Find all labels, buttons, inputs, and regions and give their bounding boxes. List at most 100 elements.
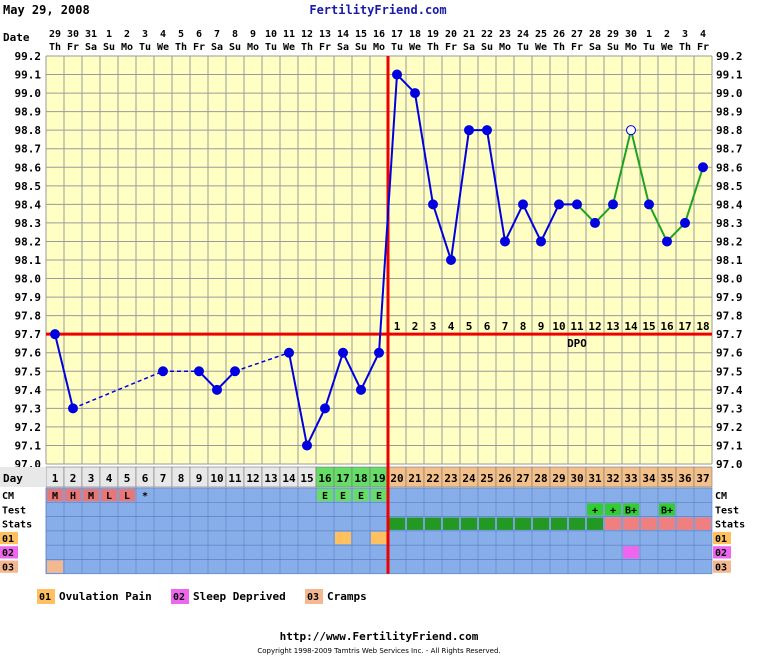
cm-value: L: [106, 491, 112, 502]
temperature-point: [392, 69, 402, 80]
cycle-day-label: 29: [552, 472, 565, 485]
stats-cell: [569, 517, 585, 530]
weekday-tick: Th: [49, 42, 61, 53]
cm-value: E: [358, 491, 364, 502]
y-tick-right: 98.3: [716, 217, 743, 230]
cycle-day-label: 8: [178, 472, 185, 485]
weekday-tick: We: [409, 42, 421, 53]
weekday-tick: Tu: [391, 42, 403, 53]
date-tick: 17: [391, 29, 403, 40]
cm-cell: [101, 489, 117, 502]
temperature-point: [284, 347, 294, 358]
date-tick: 26: [553, 29, 565, 40]
weekday-tick: Mo: [373, 42, 385, 53]
temp-line-segment: [306, 407, 326, 446]
cycle-day-label: 2: [70, 472, 77, 485]
date-tick: 3: [682, 29, 688, 40]
cycle-day-label: 16: [318, 472, 332, 485]
date-tick: 7: [214, 29, 220, 40]
dpo-title: DPO: [567, 337, 587, 350]
y-tick-right: 97.1: [716, 439, 743, 452]
y-tick-right: 97.3: [716, 402, 743, 415]
temperature-point: [50, 329, 60, 340]
y-tick-right: 98.7: [716, 143, 743, 156]
weekday-tick: Th: [301, 42, 313, 53]
weekday-tick: Su: [607, 42, 619, 53]
cycle-day-label: 4: [106, 472, 113, 485]
date-tick: 8: [232, 29, 238, 40]
stats-cell: [497, 517, 513, 530]
date-tick: 29: [49, 29, 61, 40]
dpo-label: 9: [538, 320, 545, 333]
test-value: B+: [661, 505, 673, 516]
symptom-cell: [47, 560, 63, 573]
weekday-tick: Fr: [319, 42, 331, 53]
cycle-day-cell: [693, 466, 713, 488]
dpo-label: 8: [520, 320, 527, 333]
legend-label: Ovulation Pain: [59, 590, 152, 603]
symptom-row-label: 02: [2, 548, 14, 559]
y-tick-left: 98.1: [15, 254, 42, 267]
row-band: [45, 559, 713, 575]
weekday-tick: We: [661, 42, 673, 53]
symptom-row-label: 01: [715, 534, 727, 545]
footer-url[interactable]: http://www.FertilityFriend.com: [280, 630, 479, 643]
date-row-label: Date: [3, 31, 30, 44]
y-tick-left: 97.8: [15, 310, 42, 323]
temperature-point: [410, 88, 420, 99]
stats-cell: [479, 517, 495, 530]
y-tick-right: 97.5: [716, 365, 743, 378]
dpo-label: 5: [466, 320, 473, 333]
weekday-tick: Fr: [193, 42, 205, 53]
cycle-day-label: 33: [624, 472, 637, 485]
cycle-day-label: 15: [300, 472, 313, 485]
y-tick-left: 97.9: [15, 291, 42, 304]
temperature-point: [464, 125, 474, 136]
y-tick-left: 97.2: [15, 421, 42, 434]
test-cell: [587, 503, 603, 516]
y-tick-left: 98.0: [15, 273, 42, 286]
legend-code: 02: [173, 592, 185, 603]
stats-cell: [605, 517, 621, 530]
test-value: +: [592, 505, 598, 516]
stats-cell: [659, 517, 675, 530]
weekday-tick: Sa: [463, 42, 475, 53]
y-tick-right: 99.1: [716, 69, 743, 82]
site-title[interactable]: FertilityFriend.com: [309, 3, 446, 17]
temperature-point: [500, 236, 510, 247]
stats-cell: [443, 517, 459, 530]
y-tick-right: 98.9: [716, 106, 743, 119]
temperature-point: [590, 217, 600, 228]
weekday-tick: We: [535, 42, 547, 53]
symptom-row-label: 03: [2, 563, 14, 574]
y-tick-left: 98.4: [15, 198, 42, 211]
weekday-tick: Fr: [445, 42, 457, 53]
cm-value: E: [322, 491, 328, 502]
y-tick-left: 97.4: [15, 384, 42, 397]
y-tick-left: 98.9: [15, 106, 42, 119]
temperature-point: [68, 403, 78, 414]
cycle-day-label: 24: [462, 472, 476, 485]
temperature-point: [698, 162, 708, 173]
y-tick-right: 98.6: [716, 161, 743, 174]
y-tick-left: 98.2: [15, 235, 42, 248]
temp-line-segment: [540, 203, 560, 242]
chart-date: May 29, 2008: [3, 3, 90, 17]
date-tick: 9: [250, 29, 256, 40]
test-cell: [605, 503, 621, 516]
cm-value: *: [142, 491, 148, 502]
weekday-tick: Su: [103, 42, 115, 53]
cycle-day-label: 6: [142, 472, 149, 485]
temperature-point: [356, 384, 366, 395]
stats-cell: [623, 517, 639, 530]
cycle-day-label: 26: [498, 472, 512, 485]
temperature-point: [302, 440, 312, 451]
date-tick: 19: [427, 29, 439, 40]
cm-value: M: [88, 491, 94, 502]
temp-line-segment: [414, 92, 434, 205]
y-tick-right: 98.0: [716, 273, 743, 286]
temperature-point: [446, 255, 456, 265]
cycle-day-label: 11: [228, 472, 242, 485]
date-tick: 10: [265, 29, 277, 40]
